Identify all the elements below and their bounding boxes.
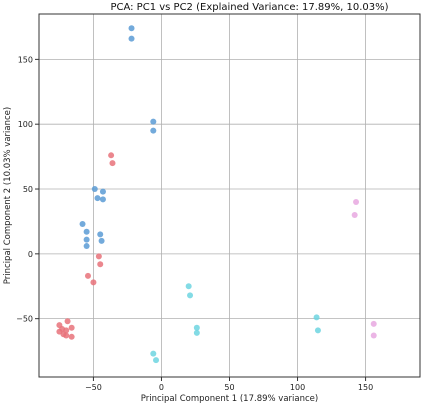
- data-point: [108, 152, 115, 159]
- x-tick-label: 150: [358, 383, 373, 392]
- data-point: [153, 357, 160, 364]
- data-point: [97, 261, 104, 268]
- data-point: [64, 318, 71, 325]
- data-point: [91, 186, 98, 193]
- x-tick-label: 0: [159, 383, 164, 392]
- y-axis-ticks: −50 0 50 100 150: [16, 55, 39, 324]
- data-point: [84, 272, 91, 279]
- data-point: [314, 327, 321, 334]
- chart-title: PCA: PC1 vs PC2 (Explained Variance: 17.…: [110, 2, 388, 13]
- data-point: [313, 314, 320, 321]
- data-point: [68, 333, 75, 340]
- data-point: [187, 292, 194, 299]
- data-point: [193, 324, 200, 331]
- data-point: [83, 243, 90, 250]
- data-point: [90, 279, 97, 286]
- data-point: [185, 283, 192, 290]
- x-tick-label: 50: [224, 383, 234, 392]
- data-point: [97, 231, 104, 238]
- data-point: [128, 35, 135, 42]
- data-point: [193, 329, 200, 336]
- data-point: [150, 118, 157, 125]
- data-point: [109, 160, 116, 167]
- data-point: [351, 211, 358, 218]
- y-tick-label: 150: [18, 55, 33, 64]
- data-point: [83, 228, 90, 235]
- data-point: [128, 25, 135, 32]
- data-point: [98, 237, 105, 244]
- data-point: [94, 195, 101, 202]
- y-tick-label: 50: [23, 185, 33, 194]
- y-tick-label: 0: [28, 250, 33, 259]
- data-point: [79, 221, 86, 228]
- data-point: [150, 350, 157, 357]
- data-point: [99, 188, 106, 195]
- data-point: [95, 253, 102, 260]
- x-tick-label: −50: [85, 383, 102, 392]
- data-point: [83, 236, 90, 243]
- x-tick-label: 100: [290, 383, 305, 392]
- y-axis-label: Principal Component 2 (10.03% variance): [3, 107, 13, 284]
- data-point: [150, 127, 157, 134]
- data-point: [99, 196, 106, 203]
- scatter-points: [56, 25, 377, 364]
- data-point: [353, 198, 360, 205]
- data-point: [370, 332, 377, 339]
- y-tick-label: −50: [16, 315, 33, 324]
- y-tick-label: 100: [18, 120, 33, 129]
- grid-lines: [39, 14, 420, 377]
- data-point: [68, 324, 75, 331]
- x-axis-ticks: −50 0 50 100 150: [85, 377, 373, 392]
- x-axis-label: Principal Component 1 (17.89% variance): [141, 394, 318, 404]
- data-point: [63, 332, 70, 339]
- data-point: [370, 320, 377, 327]
